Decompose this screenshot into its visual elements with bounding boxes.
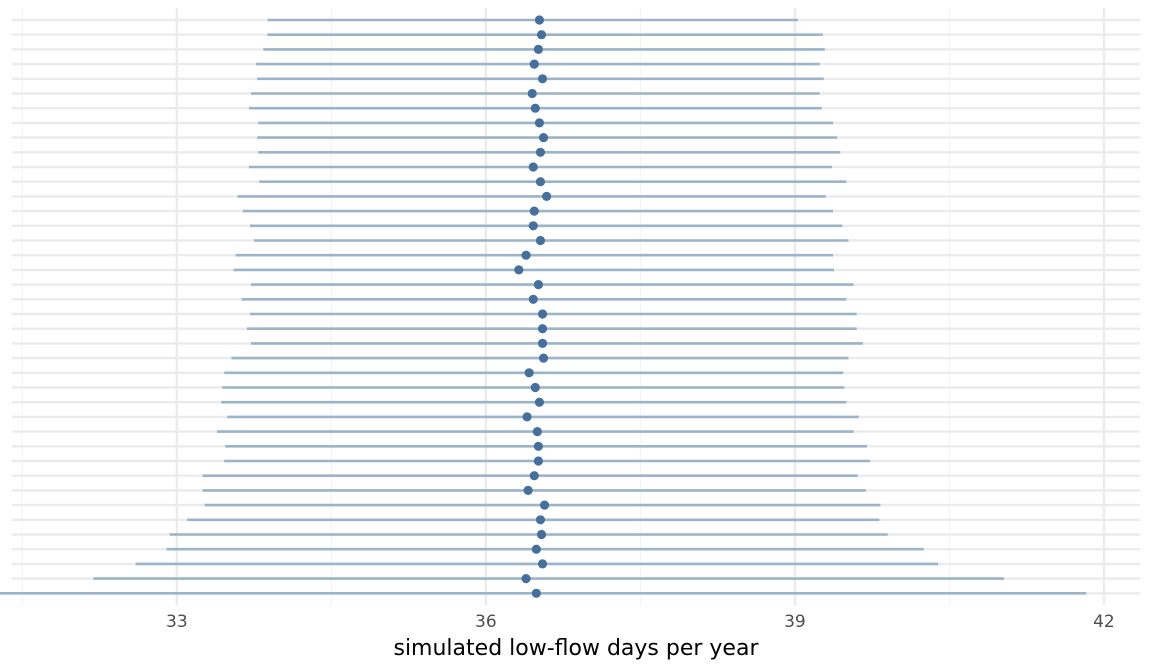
mean-point (528, 221, 538, 231)
x-tick-label: 42 (1093, 612, 1115, 632)
mean-point (537, 74, 548, 84)
mean-point (528, 162, 538, 172)
x-tick-label: 33 (166, 612, 188, 632)
x-axis-title: simulated low-flow days per year (393, 636, 759, 661)
mean-point (533, 456, 544, 466)
mean-point-series (514, 15, 552, 598)
mean-point (529, 471, 539, 481)
mean-point (522, 412, 532, 422)
mean-point (536, 30, 547, 40)
mean-point (537, 309, 548, 319)
mean-point (534, 118, 545, 128)
mean-point (531, 588, 541, 598)
mean-point (529, 206, 539, 216)
mean-point (527, 88, 537, 99)
mean-point (537, 324, 548, 334)
mean-point (523, 485, 533, 495)
mean-point (535, 147, 546, 157)
mean-point (514, 265, 524, 275)
mean-point (535, 235, 546, 246)
mean-point (535, 177, 546, 187)
grid (12, 8, 1140, 605)
mean-point (534, 15, 545, 25)
mean-point (532, 427, 542, 437)
mean-point (521, 250, 531, 260)
mean-point (534, 397, 545, 407)
mean-point (533, 280, 544, 290)
mean-point (524, 368, 534, 378)
x-tick-label: 36 (475, 612, 497, 632)
mean-point (537, 559, 548, 569)
mean-point (542, 191, 552, 201)
mean-point (528, 294, 538, 304)
mean-point (538, 353, 549, 363)
x-axis-ticks: 33 36 39 42 (166, 612, 1115, 632)
mean-point (536, 529, 547, 540)
x-tick-label: 39 (784, 612, 806, 632)
mean-point (530, 382, 540, 393)
mean-point (535, 515, 546, 525)
mean-point (538, 133, 549, 143)
mean-point (531, 544, 541, 554)
mean-point (521, 574, 531, 584)
mean-point (539, 500, 550, 510)
mean-point (533, 441, 544, 451)
mean-point (537, 338, 548, 348)
mean-point (533, 44, 544, 55)
mean-point (530, 103, 540, 113)
mean-point (529, 59, 539, 69)
